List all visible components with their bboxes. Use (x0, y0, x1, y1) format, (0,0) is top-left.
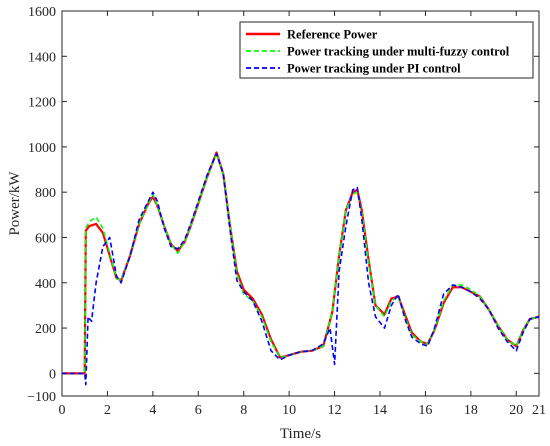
legend-label-1: Reference Power (287, 28, 378, 42)
x-axis-label: Time/s (280, 426, 321, 442)
y-tick-label: 1400 (28, 50, 56, 65)
y-tick-label: 1600 (28, 5, 56, 20)
x-tick-label: 21 (532, 403, 546, 418)
y-axis-label: Power/kW (7, 171, 23, 236)
y-tick-label: 400 (35, 277, 56, 292)
legend-box (239, 21, 534, 79)
x-tick-label: 18 (464, 403, 478, 418)
x-tick-label: 6 (195, 403, 202, 418)
x-tick-label: 0 (59, 403, 66, 418)
y-tick-label: 1000 (28, 141, 56, 156)
x-tick-label: 16 (418, 403, 432, 418)
x-tick-label: 4 (149, 403, 156, 418)
series-line-2 (62, 152, 540, 375)
y-tick-label: −100 (27, 390, 56, 405)
x-tick-label: 14 (373, 403, 387, 418)
series-line-3 (62, 152, 540, 386)
x-tick-label: 10 (282, 403, 296, 418)
x-tick-label: 20 (509, 403, 523, 418)
y-tick-label: 1200 (28, 96, 56, 111)
y-tick-label: 200 (35, 322, 56, 337)
legend-label-2: Power tracking under multi-fuzzy control (287, 45, 510, 59)
x-tick-label: 2 (104, 403, 111, 418)
legend: Reference Power Power tracking under mult… (239, 21, 534, 79)
y-tick-label: 0 (49, 367, 56, 382)
legend-label-3: Power tracking under PI control (287, 62, 461, 76)
y-tick-label: 600 (35, 231, 56, 246)
x-tick-label: 12 (328, 403, 342, 418)
y-tick-label: 800 (35, 186, 56, 201)
x-tick-label: 8 (240, 403, 247, 418)
